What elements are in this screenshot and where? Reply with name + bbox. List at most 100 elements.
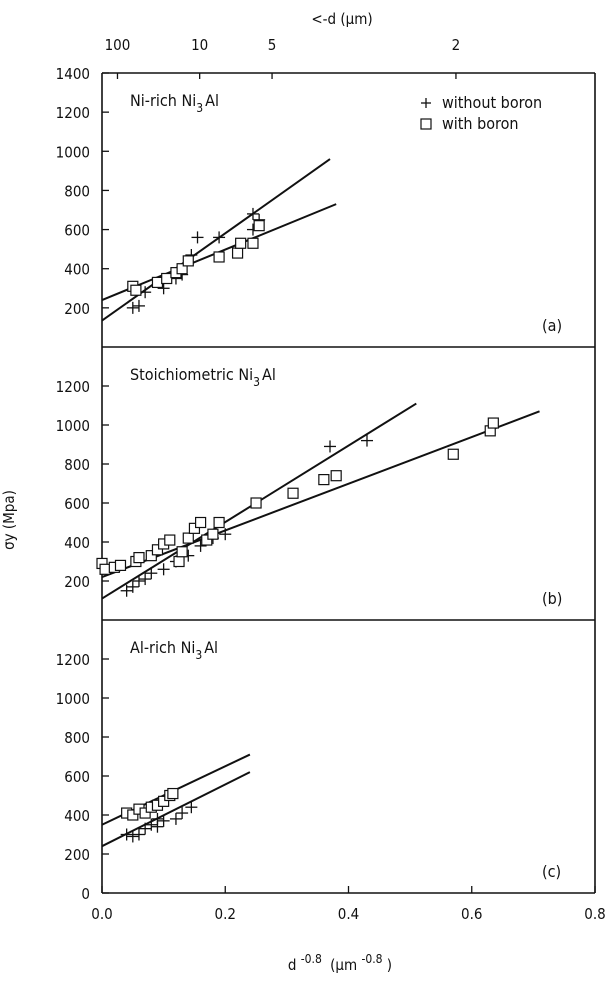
y-tick-label: 800	[64, 182, 90, 200]
panel-tag: (c)	[542, 862, 561, 881]
fit-line	[101, 158, 331, 322]
y-tick-label: 1200	[56, 651, 90, 669]
legend: without boron with boron	[420, 93, 542, 133]
point-plus	[194, 539, 207, 552]
point-plus	[191, 231, 204, 244]
point-square	[167, 787, 179, 800]
top-axis: 100 10 5 2	[105, 36, 460, 79]
y-tick-label: 0	[81, 885, 90, 903]
y-tick-label: 800	[64, 729, 90, 747]
panel-tag: (b)	[542, 589, 562, 608]
y-tick-label: 600	[64, 495, 90, 513]
y-tick-label: 800	[64, 456, 90, 474]
point-square	[164, 534, 176, 546]
point-square	[195, 516, 207, 529]
point-plus	[132, 299, 145, 312]
y-tick-label: 1000	[56, 417, 90, 435]
point-square	[130, 284, 142, 296]
x-axis-label-base: d	[288, 956, 297, 974]
point-plus	[132, 575, 145, 587]
point-plus	[145, 818, 158, 831]
legend-square	[420, 118, 432, 130]
point-plus	[132, 828, 145, 841]
point-plus	[169, 812, 182, 825]
x-axis-label: d -0.8 (µm -0.8 )	[288, 949, 392, 974]
x-tick-label: 0.2	[215, 905, 236, 923]
point-square	[145, 550, 157, 562]
point-plus	[324, 440, 337, 453]
point-plus	[176, 807, 189, 820]
point-square	[161, 272, 173, 285]
y-tick-label: 200	[64, 573, 90, 591]
panel-b: 200 400 600 800 1000 1200 Stoichiometric Ni3 Al…	[56, 365, 563, 608]
point-square	[213, 251, 225, 263]
point-plus	[157, 282, 170, 295]
point-plus	[213, 231, 226, 244]
panel-title-prefix: Ni-rich Ni	[130, 91, 196, 110]
legend-without-boron: without boron	[442, 93, 542, 112]
point-square	[188, 522, 201, 534]
point-plus	[246, 207, 259, 220]
x-tick-label: 0.4	[338, 905, 359, 923]
point-plus	[126, 830, 139, 843]
top-tick-label: 100	[105, 36, 131, 54]
point-square	[151, 544, 164, 556]
x-axis-label-unit: (µm	[330, 956, 357, 974]
point-square	[133, 551, 145, 564]
panel-title-suffix: Al	[262, 365, 276, 384]
y-tick-label: 400	[64, 261, 90, 279]
point-square	[176, 546, 188, 558]
point-square	[182, 255, 194, 267]
point-plus	[185, 801, 198, 814]
x-tick-label: 0.0	[91, 905, 112, 923]
y-tick-label: 400	[64, 534, 90, 552]
panel-title-prefix: Al-rich Ni	[130, 638, 195, 657]
point-plus	[145, 567, 158, 580]
x-axis-label-unit-exp: -0.8	[361, 952, 382, 966]
y-tick-label: 200	[64, 846, 90, 864]
y-tick-label: 400	[64, 807, 90, 825]
point-plus	[151, 812, 164, 825]
panel-title-suffix: Al	[205, 91, 219, 110]
point-square	[207, 528, 219, 540]
point-square	[247, 237, 259, 249]
point-square	[253, 220, 265, 232]
point-square	[447, 448, 459, 460]
y-tick-label: 1000	[56, 690, 90, 708]
point-square	[250, 497, 262, 509]
point-plus	[120, 584, 133, 597]
point-square	[231, 247, 244, 259]
point-square	[158, 795, 170, 807]
top-tick-label: 10	[191, 36, 208, 54]
panel-title-suffix: Al	[204, 638, 218, 657]
point-square	[114, 559, 127, 572]
y-tick-label: 1000	[56, 143, 90, 161]
point-plus	[360, 434, 373, 447]
y-axis-label: σy (Mpa)	[0, 490, 18, 550]
panel-title: Al-rich Ni3 Al	[130, 638, 218, 662]
point-square	[201, 534, 213, 546]
point-plus	[139, 573, 152, 586]
point-square	[287, 487, 299, 499]
point-plus	[126, 301, 139, 314]
point-square	[151, 276, 164, 289]
panel-title-prefix: Stoichiometric Ni	[130, 365, 253, 384]
point-square	[487, 417, 499, 429]
point-plus	[157, 563, 170, 576]
legend-with-boron: with boron	[442, 114, 519, 133]
y-tick-label: 1200	[56, 378, 90, 396]
panel-tag: (a)	[542, 316, 562, 335]
panel-title-sub: 3	[195, 648, 202, 662]
x-axis-label-close: )	[387, 956, 392, 974]
point-plus	[120, 828, 133, 841]
panel-title: Stoichiometric Ni3 Al	[130, 365, 276, 389]
panel-title-sub: 3	[196, 101, 203, 115]
point-square	[182, 532, 194, 544]
x-axis: 0.0 0.2 0.4 0.6 0.8	[91, 886, 606, 923]
top-axis-label: <-d (µm)	[311, 10, 372, 28]
y-tick-label: 600	[64, 768, 90, 786]
panel-c: 0 200 400 600 800 1000 1200 Al-rich Ni3 Al (c)	[56, 638, 562, 903]
panel-title-sub: 3	[253, 375, 260, 389]
